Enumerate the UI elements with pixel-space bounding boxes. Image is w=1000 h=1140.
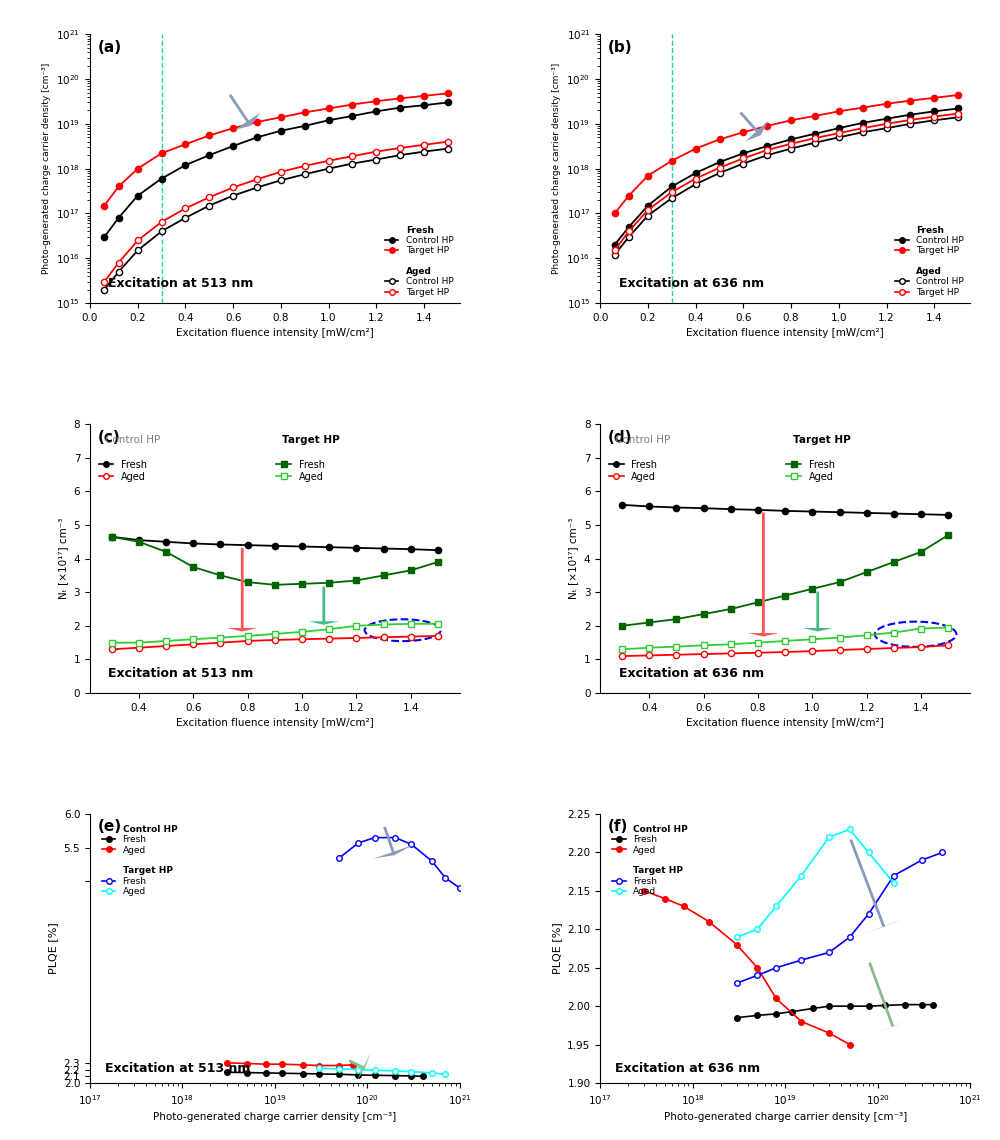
X-axis label: Excitation fluence intensity [mW/cm²]: Excitation fluence intensity [mW/cm²] (176, 718, 374, 728)
Text: Target HP: Target HP (282, 434, 340, 445)
Text: Control HP: Control HP (105, 434, 160, 445)
Text: Excitation at 636 nm: Excitation at 636 nm (615, 1062, 760, 1075)
X-axis label: Excitation fluence intensity [mW/cm²]: Excitation fluence intensity [mW/cm²] (686, 718, 884, 728)
X-axis label: Photo-generated charge carrier density [cm⁻³]: Photo-generated charge carrier density [… (664, 1113, 907, 1122)
Legend: Fresh, Control HP, Target HP, , Aged, Control HP, Target HP: Fresh, Control HP, Target HP, , Aged, Co… (893, 223, 965, 299)
X-axis label: Excitation fluence intensity [mW/cm²]: Excitation fluence intensity [mW/cm²] (686, 328, 884, 339)
Text: Target HP: Target HP (793, 434, 850, 445)
X-axis label: Photo-generated charge carrier density [cm⁻³]: Photo-generated charge carrier density [… (153, 1113, 396, 1122)
Legend: Fresh, Aged: Fresh, Aged (783, 456, 839, 486)
Y-axis label: Nₜ [×10¹⁷] cm⁻³: Nₜ [×10¹⁷] cm⁻³ (58, 518, 68, 600)
Text: Excitation at 513 nm: Excitation at 513 nm (105, 1062, 250, 1075)
Text: (d): (d) (608, 430, 632, 445)
Y-axis label: Photo-generated charge carrier density [cm⁻³]: Photo-generated charge carrier density [… (42, 63, 51, 275)
Y-axis label: Nₜ [×10¹⁷] cm⁻³: Nₜ [×10¹⁷] cm⁻³ (568, 518, 578, 600)
Text: (c): (c) (97, 430, 120, 445)
Text: Excitation at 636 nm: Excitation at 636 nm (619, 667, 764, 679)
Text: (e): (e) (97, 820, 122, 834)
Legend: Fresh, Aged: Fresh, Aged (272, 456, 328, 486)
Y-axis label: PLQE [%]: PLQE [%] (552, 922, 562, 975)
Text: (a): (a) (97, 40, 122, 55)
X-axis label: Excitation fluence intensity [mW/cm²]: Excitation fluence intensity [mW/cm²] (176, 328, 374, 339)
Y-axis label: PLQE [%]: PLQE [%] (48, 922, 58, 975)
Y-axis label: Photo-generated charge carrier density [cm⁻³]: Photo-generated charge carrier density [… (552, 63, 561, 275)
Text: (b): (b) (608, 40, 632, 55)
Legend: Control HP, Fresh, Aged, , Target HP, Fresh, Aged: Control HP, Fresh, Aged, , Target HP, Fr… (98, 821, 181, 899)
Text: Excitation at 636 nm: Excitation at 636 nm (619, 277, 764, 290)
Text: Excitation at 513 nm: Excitation at 513 nm (108, 667, 254, 679)
Text: (f): (f) (608, 820, 628, 834)
Legend: Fresh, Control HP, Target HP, , Aged, Control HP, Target HP: Fresh, Control HP, Target HP, , Aged, Co… (383, 223, 455, 299)
Text: Excitation at 513 nm: Excitation at 513 nm (108, 277, 254, 290)
Text: Control HP: Control HP (615, 434, 670, 445)
Legend: Control HP, Fresh, Aged, , Target HP, Fresh, Aged: Control HP, Fresh, Aged, , Target HP, Fr… (608, 821, 691, 899)
